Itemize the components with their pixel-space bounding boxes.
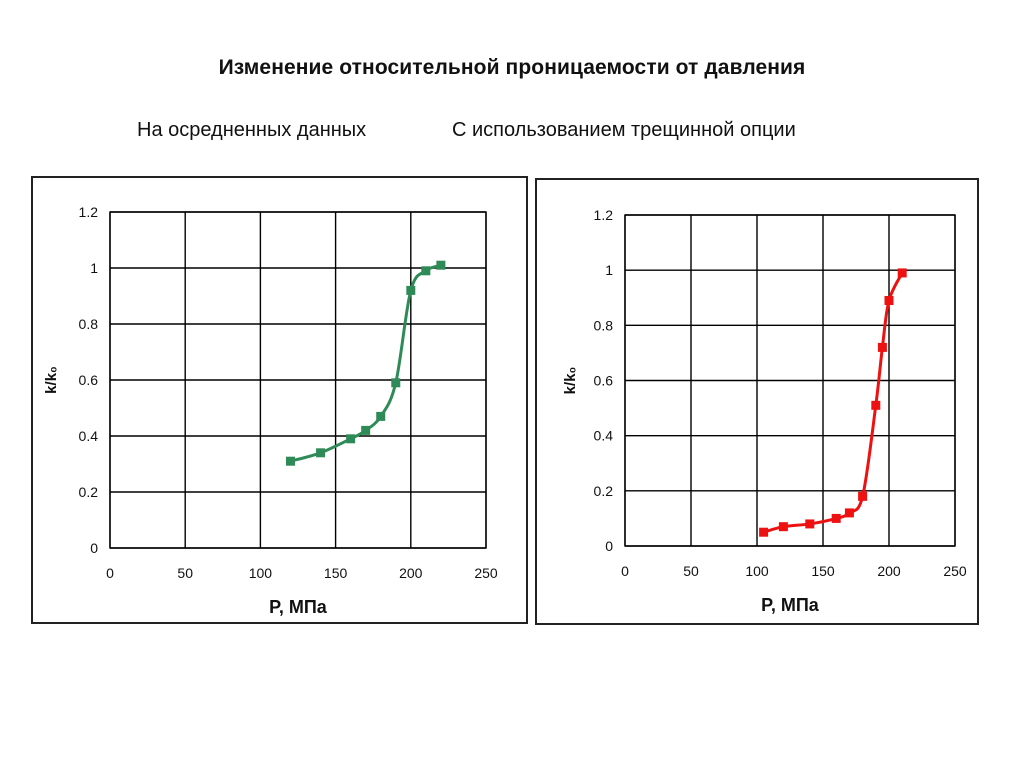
y-tick-label: 0.4 — [79, 428, 99, 444]
y-tick-label: 0.8 — [79, 316, 99, 332]
y-tick-label: 0.2 — [79, 484, 99, 500]
subtitle-left: На осредненных данных — [137, 119, 367, 141]
y-tick-label: 1.2 — [79, 204, 99, 220]
data-point-marker — [871, 400, 881, 410]
series-line — [763, 272, 904, 534]
data-point-marker — [361, 425, 371, 435]
subtitle-right: С использованием трещинной опции — [452, 119, 796, 141]
y-tick-label: 1 — [605, 262, 613, 278]
data-point-marker — [316, 448, 326, 458]
y-tick-label: 0 — [90, 540, 98, 556]
data-point-marker — [778, 522, 788, 532]
data-point-marker — [406, 285, 416, 295]
data-point-marker — [805, 519, 815, 529]
x-tick-label: 150 — [324, 565, 348, 581]
data-point-marker — [436, 260, 446, 270]
data-point-marker — [858, 491, 868, 501]
page-title: Изменение относительной проницаемости от… — [218, 56, 806, 79]
x-tick-label: 50 — [177, 565, 193, 581]
y-tick-label: 0.8 — [594, 317, 614, 333]
y-axis-title: k/k₀ — [562, 367, 579, 395]
x-tick-label: 200 — [877, 563, 901, 579]
data-point-marker — [759, 527, 769, 537]
chart-panel-right: 0 50 100 150 200 250 0 0.2 0.4 0.6 0.8 1 1.2 P, МПа k/… — [535, 178, 979, 625]
y-tick-label: 1.2 — [594, 207, 614, 223]
data-point-marker — [877, 342, 887, 352]
data-point-marker — [285, 456, 295, 466]
chart-left: 0 50 100 150 200 250 0 0.2 0.4 0.6 0.8 1 1.2 P, МПа k/… — [43, 204, 498, 617]
x-tick-label: 250 — [474, 565, 498, 581]
x-tick-label: 100 — [249, 565, 273, 581]
data-point-marker — [376, 411, 386, 421]
x-tick-label: 0 — [621, 563, 629, 579]
data-point-marker — [346, 434, 356, 444]
data-point-marker — [391, 378, 401, 388]
y-tick-label: 0.6 — [79, 372, 99, 388]
data-point-marker — [421, 266, 431, 276]
x-tick-label: 50 — [683, 563, 699, 579]
x-axis-title: P, МПа — [761, 595, 820, 615]
x-tick-label: 0 — [106, 565, 114, 581]
x-axis-title: P, МПа — [269, 597, 328, 617]
data-point-marker — [831, 513, 841, 523]
chart-panel-left: 0 50 100 150 200 250 0 0.2 0.4 0.6 0.8 1 1.2 P, МПа k/… — [31, 176, 528, 624]
x-tick-label: 150 — [811, 563, 835, 579]
plot-area — [624, 214, 956, 547]
y-tick-label: 0.2 — [594, 483, 614, 499]
chart-right: 0 50 100 150 200 250 0 0.2 0.4 0.6 0.8 1 1.2 P, МПа k/… — [562, 207, 967, 615]
x-tick-label: 100 — [745, 563, 769, 579]
y-tick-label: 0.6 — [594, 373, 614, 389]
data-point-marker — [884, 296, 894, 306]
y-axis-title: k/k₀ — [43, 366, 60, 394]
x-tick-label: 250 — [943, 563, 967, 579]
plot-area — [109, 211, 487, 549]
x-tick-label: 200 — [399, 565, 423, 581]
data-point-marker — [844, 508, 854, 518]
data-point-marker — [897, 268, 907, 278]
y-tick-label: 0 — [605, 538, 613, 554]
y-tick-label: 0.4 — [594, 428, 614, 444]
y-tick-label: 1 — [90, 260, 98, 276]
